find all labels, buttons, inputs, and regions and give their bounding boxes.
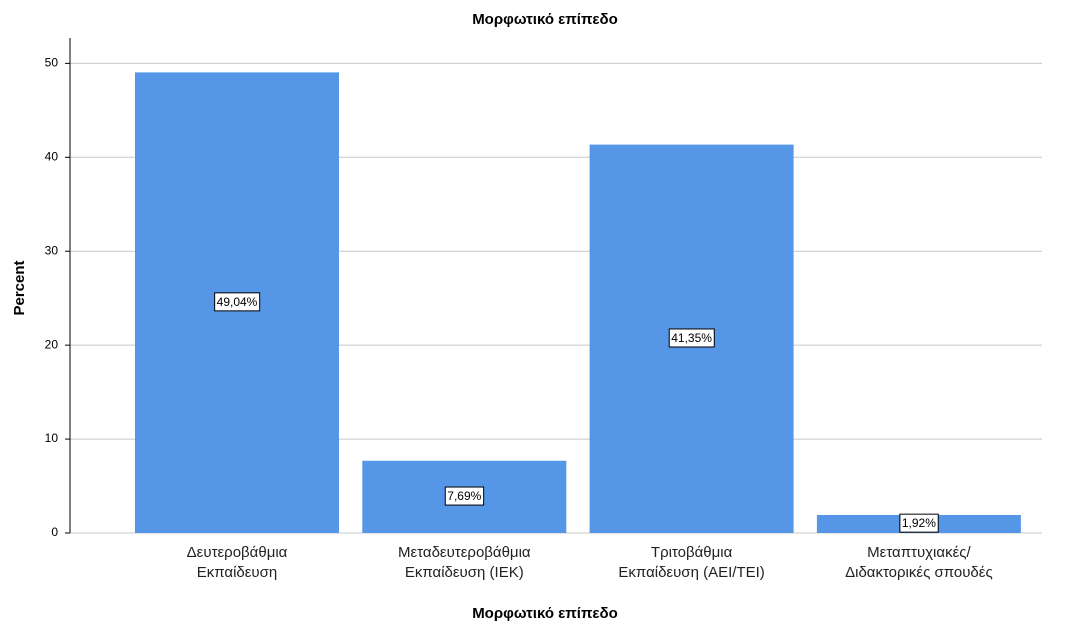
value-label: 1,92% xyxy=(899,513,939,533)
x-tick-label: Δευτεροβάθμια xyxy=(187,544,288,561)
value-label-text: 7,69% xyxy=(447,489,481,503)
x-tick-label: Διδακτορικές σπουδές xyxy=(845,564,993,581)
value-label: 41,35% xyxy=(668,328,715,348)
y-tick-label: 0 xyxy=(51,525,58,539)
y-tick-label: 30 xyxy=(45,243,59,257)
y-axis-title: Percent xyxy=(11,260,28,315)
x-tick-label: Εκπαίδευση xyxy=(197,564,278,581)
x-tick-label: Εκπαίδευση (ΙΕΚ) xyxy=(405,564,524,581)
chart-title: Μορφωτικό επίπεδο xyxy=(472,11,618,28)
value-label: 7,69% xyxy=(444,486,485,506)
value-label-text: 1,92% xyxy=(902,516,936,530)
x-axis-title: Μορφωτικό επίπεδο xyxy=(472,605,618,622)
value-label-box xyxy=(444,486,485,506)
y-tick-label: 20 xyxy=(45,337,59,351)
value-label-box xyxy=(214,292,261,312)
value-label-text: 41,35% xyxy=(671,331,712,345)
value-label: 49,04% xyxy=(214,292,261,312)
y-tick-label: 40 xyxy=(45,149,59,163)
y-tick-label: 10 xyxy=(45,431,59,445)
x-tick-label: Εκπαίδευση (ΑΕΙ/ΤΕΙ) xyxy=(618,564,764,581)
y-tick-label: 50 xyxy=(45,56,59,70)
x-tick-label: Τριτοβάθμια xyxy=(651,544,733,561)
x-tick-label: Μεταδευτεροβάθμια xyxy=(398,544,531,561)
value-label-box xyxy=(899,513,939,533)
value-label-box xyxy=(668,328,715,348)
x-tick-label: Μεταπτυχιακές/ xyxy=(867,544,971,561)
value-label-text: 49,04% xyxy=(217,295,258,309)
